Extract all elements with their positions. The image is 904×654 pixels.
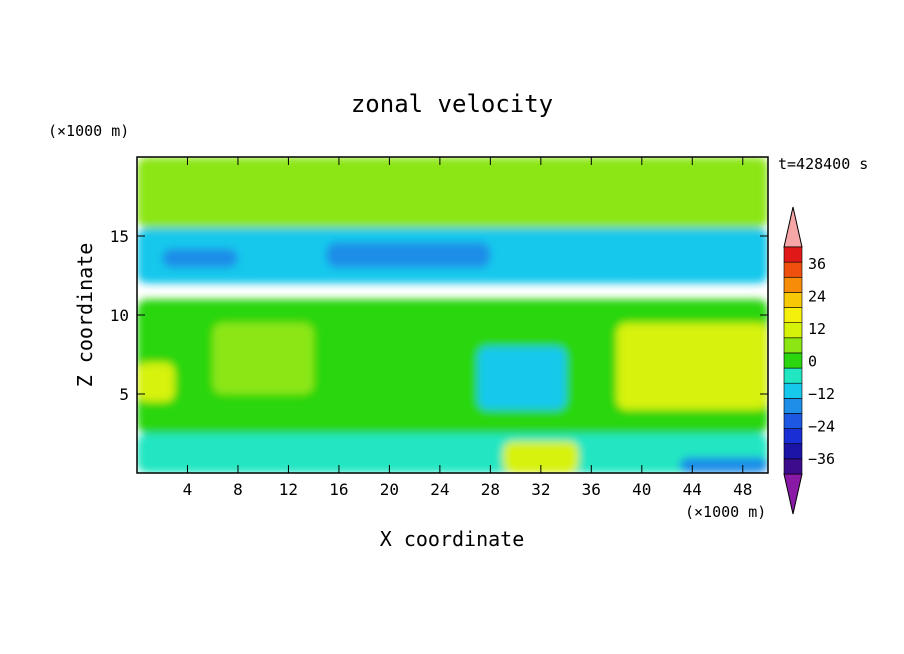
time-label: t=428400 s <box>778 155 868 173</box>
colorbar-band <box>783 292 803 308</box>
x-tick-label: 48 <box>733 480 752 499</box>
y-axis-title: Z coordinate <box>73 243 97 388</box>
x-tick-label: 16 <box>329 480 348 499</box>
colorbar-band <box>783 246 803 263</box>
x-tick-label: 36 <box>582 480 601 499</box>
field-region-jet-core-left <box>162 248 238 268</box>
field-region-jet-core-center <box>326 242 491 268</box>
field-region-surface-min-east <box>679 457 768 473</box>
x-tick-label: 20 <box>380 480 399 499</box>
colorbar-band <box>783 382 803 399</box>
x-tick-label: 12 <box>279 480 298 499</box>
y-tick-label: 5 <box>119 385 129 404</box>
field-region-surface-max <box>502 441 579 473</box>
colorbar-band <box>783 428 803 445</box>
colorbar-tick-label: −36 <box>808 450 835 468</box>
colorbar-band <box>783 307 803 323</box>
x-tick-label: 4 <box>183 480 193 499</box>
colorbar-band <box>783 276 803 293</box>
colorbar: −36 −24 −12 0 12 24 36 <box>783 206 835 515</box>
x-tick-label: 44 <box>683 480 702 499</box>
colorbar-tick-label: 36 <box>808 255 826 273</box>
y-unit-label: (×1000 m) <box>48 122 129 140</box>
x-tick-label: 24 <box>430 480 449 499</box>
velocity-field <box>137 157 768 473</box>
chart-title: zonal velocity <box>351 90 553 118</box>
colorbar-band <box>783 413 803 429</box>
y-tick-label: 10 <box>110 306 129 325</box>
colorbar-band <box>783 458 803 475</box>
field-region-west-max <box>137 362 175 402</box>
field-region-upper-layer <box>137 157 768 229</box>
colorbar-under-arrow <box>783 473 803 515</box>
y-axis: 5 10 15 <box>110 227 768 404</box>
colorbar-band <box>783 367 803 384</box>
field-region-east-max <box>616 322 768 410</box>
colorbar-band <box>783 261 803 278</box>
colorbar-band <box>783 337 803 354</box>
x-tick-label: 40 <box>632 480 651 499</box>
field-region-center-max <box>212 322 314 394</box>
colorbar-tick-label: −24 <box>808 417 835 435</box>
colorbar-tick-label: 12 <box>808 320 826 338</box>
colorbar-band <box>783 352 803 369</box>
x-axis: 4 8 12 16 20 24 28 32 36 40 44 48 <box>183 157 752 499</box>
colorbar-tick-label: 0 <box>808 353 817 371</box>
colorbar-tick-label: −12 <box>808 385 835 403</box>
colorbar-band <box>783 322 803 339</box>
x-axis-title: X coordinate <box>380 527 525 551</box>
x-tick-label: 8 <box>233 480 243 499</box>
x-unit-label: (×1000 m) <box>685 503 766 521</box>
colorbar-tick-label: 24 <box>808 288 826 306</box>
y-tick-label: 15 <box>110 227 129 246</box>
colorbar-band <box>783 398 803 414</box>
colorbar-over-arrow <box>783 206 803 248</box>
field-region-surface-layer <box>137 433 768 473</box>
field-region-center-min <box>477 346 567 410</box>
colorbar-band <box>783 443 803 460</box>
x-tick-label: 32 <box>531 480 550 499</box>
x-tick-label: 28 <box>481 480 500 499</box>
